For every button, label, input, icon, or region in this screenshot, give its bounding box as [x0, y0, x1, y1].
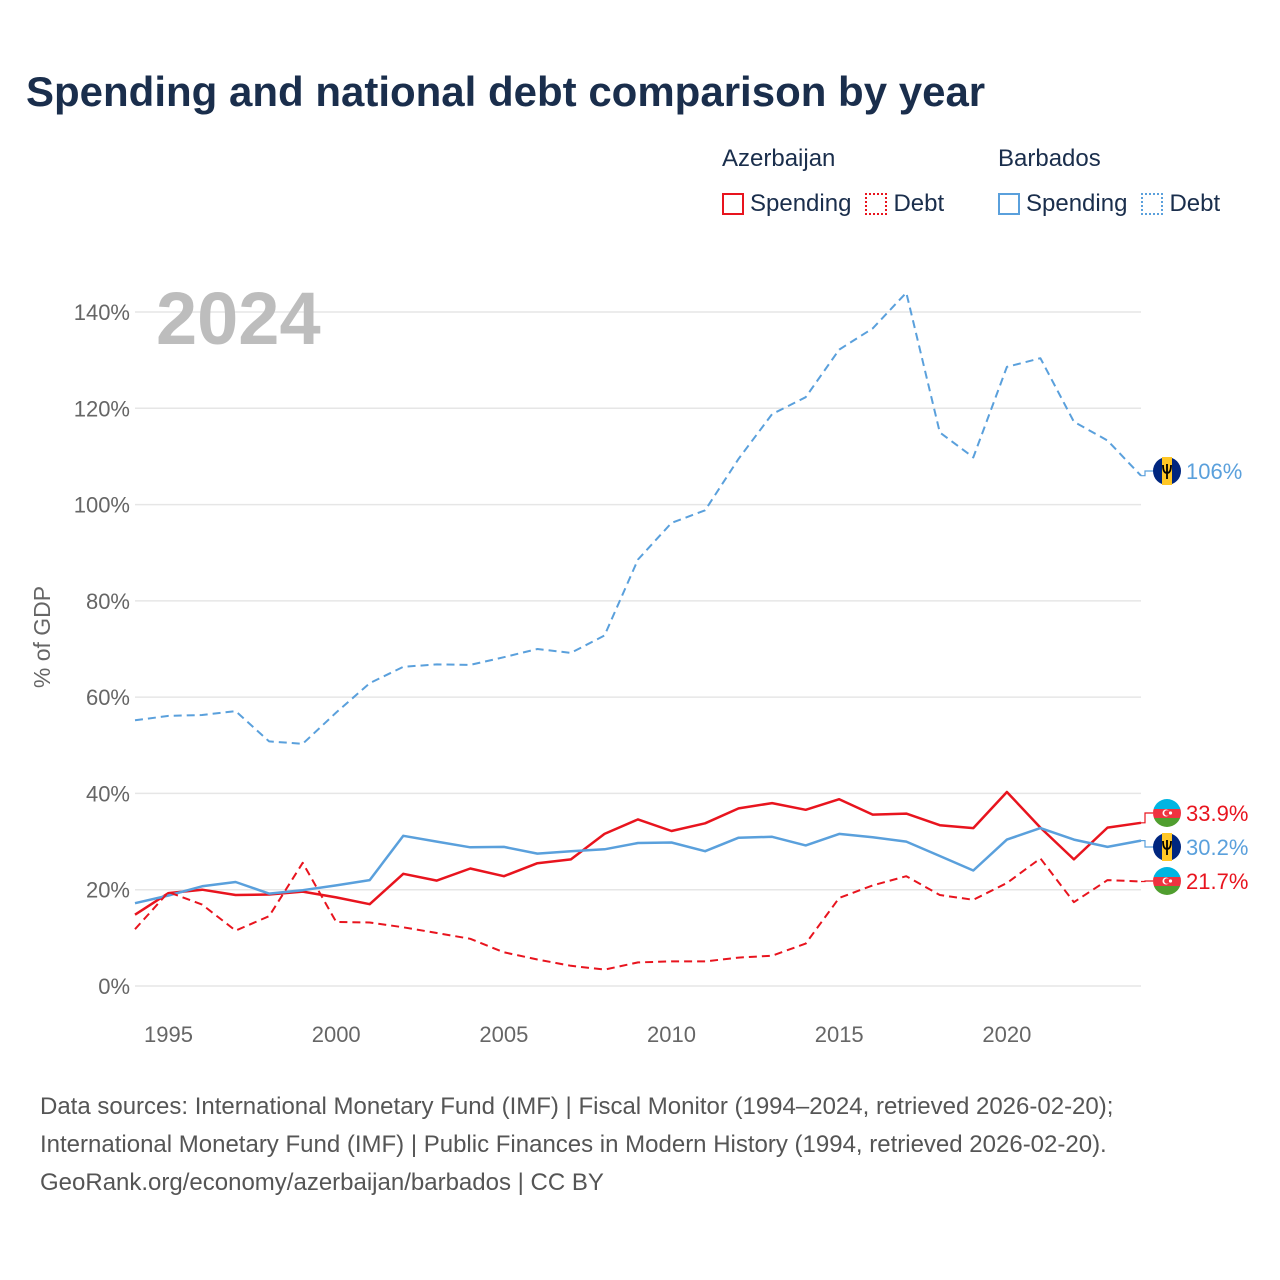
- year-watermark: 2024: [156, 277, 321, 360]
- source-line: Data sources: International Monetary Fun…: [40, 1093, 1114, 1120]
- leader-line: [1141, 470, 1153, 477]
- flag-stripe-blue: [1153, 799, 1181, 809]
- legend-item-azerbaijan-debt[interactable]: Debt: [865, 190, 944, 218]
- flag-stripe-green: [1153, 818, 1181, 827]
- data-sources: Data sources: International Monetary Fun…: [40, 1088, 1113, 1202]
- legend-item-label: Spending: [750, 190, 852, 217]
- leader-line: [1141, 812, 1153, 824]
- gridlines: [135, 311, 1141, 987]
- leader-line: [1141, 840, 1153, 848]
- legend-swatch-dotted: [865, 193, 888, 215]
- end-value-label: 21.7%: [1186, 869, 1248, 894]
- barbados-flag-icon: [1153, 457, 1181, 485]
- series-line-azerbaijan-spending: [134, 790, 1142, 916]
- y-tick-label: 140%: [74, 300, 130, 325]
- y-tick-label: 120%: [74, 396, 130, 421]
- legend-swatch-dotted: [1141, 193, 1164, 215]
- y-tick-label: 0%: [98, 974, 130, 999]
- azerbaijan-flag-icon: [1153, 799, 1181, 827]
- legend-group-title: Barbados: [998, 145, 1101, 172]
- legend-item-label: Debt: [893, 190, 945, 217]
- trident-icon: [1162, 464, 1172, 479]
- x-axis-ticks: 1995 2000 2005 2010 2015 2020: [144, 1022, 1031, 1047]
- star-icon: [1168, 879, 1173, 883]
- source-line: GeoRank.org/economy/azerbaijan/barbados …: [40, 1169, 604, 1196]
- y-axis-title: % of GDP: [29, 586, 55, 688]
- legend-swatch-solid: [722, 193, 744, 215]
- legend-swatch-solid: [998, 193, 1020, 215]
- trident-icon: [1162, 840, 1172, 855]
- azerbaijan-flag-icon: [1153, 867, 1181, 895]
- y-tick-label: 20%: [86, 878, 130, 903]
- source-line: International Monetary Fund (IMF) | Publ…: [40, 1131, 1107, 1158]
- legend-item-label: Debt: [1169, 190, 1221, 217]
- end-value-label: 33.9%: [1186, 801, 1248, 826]
- legend-item-azerbaijan-spending[interactable]: Spending: [722, 190, 851, 218]
- legend-group-title: Azerbaijan: [722, 145, 836, 172]
- y-tick-label: 100%: [74, 493, 130, 518]
- end-value-label: 30.2%: [1186, 835, 1248, 860]
- star-icon: [1168, 811, 1173, 815]
- end-labels: 106% 33.9% 30.2% 21.7%: [1141, 457, 1248, 895]
- legend-item-barbados-debt[interactable]: Debt: [1141, 190, 1220, 218]
- series-line-barbados-spending: [134, 826, 1142, 905]
- y-axis-ticks: 0% 20% 40% 60% 80% 100% 120% 140%: [74, 300, 130, 999]
- flag-stripe-blue: [1153, 867, 1181, 877]
- barbados-flag-icon: [1153, 833, 1181, 861]
- x-tick-label: 1995: [144, 1022, 193, 1047]
- legend-item-barbados-spending[interactable]: Spending: [998, 190, 1127, 218]
- y-tick-label: 80%: [86, 589, 130, 614]
- x-tick-label: 2015: [815, 1022, 864, 1047]
- legend-item-label: Spending: [1026, 190, 1128, 217]
- x-tick-label: 2020: [982, 1022, 1031, 1047]
- leader-line: [1141, 880, 1153, 883]
- legend-azerbaijan: Azerbaijan Spending Debt: [722, 144, 958, 220]
- x-tick-label: 2000: [312, 1022, 361, 1047]
- series-line-barbados-debt: [134, 291, 1142, 745]
- flag-stripe-green: [1153, 886, 1181, 895]
- crescent-inner: [1164, 878, 1170, 884]
- x-tick-label: 2005: [479, 1022, 528, 1047]
- series-line-azerbaijan-debt: [134, 857, 1142, 971]
- crescent-inner: [1164, 810, 1170, 816]
- chart-title: Spending and national debt comparison by…: [26, 68, 986, 115]
- x-tick-label: 2010: [647, 1022, 696, 1047]
- y-tick-label: 40%: [86, 781, 130, 806]
- y-tick-label: 60%: [86, 685, 130, 710]
- end-value-label: 106%: [1186, 459, 1242, 484]
- legend-barbados: Barbados Spending Debt: [998, 144, 1234, 220]
- series-lines: [134, 291, 1142, 971]
